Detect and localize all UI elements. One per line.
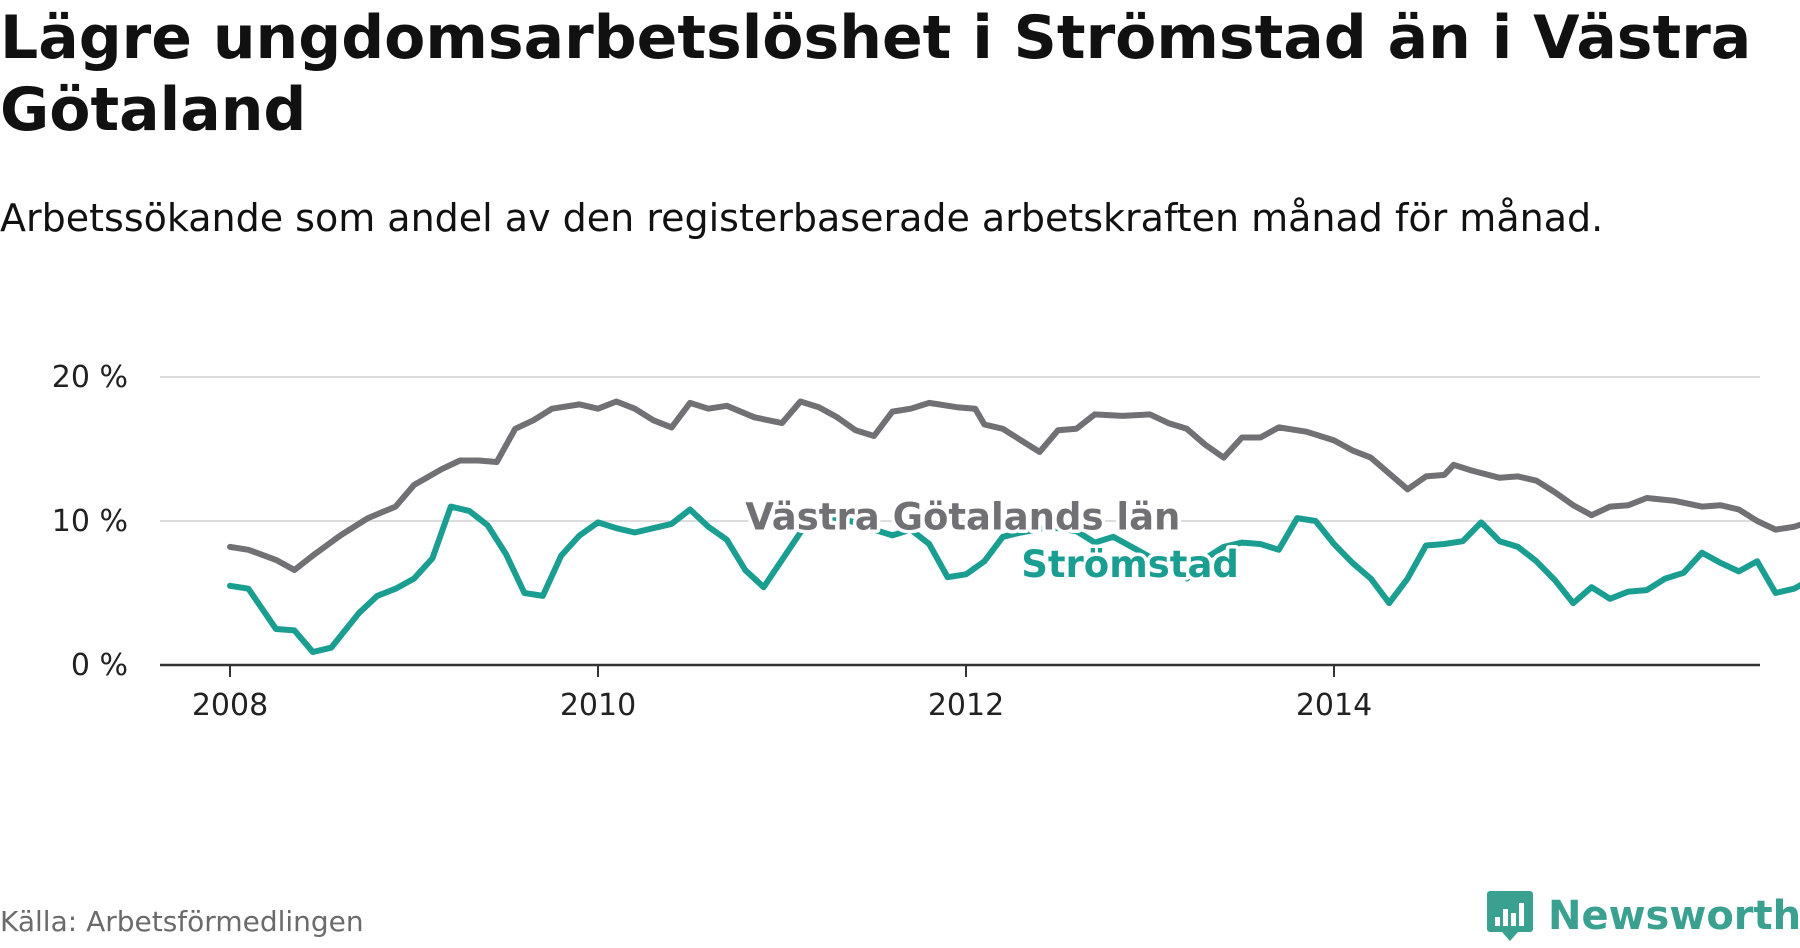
chart-title: Lägre ungdomsarbetslöshet i Strömstad än… [0, 3, 1752, 145]
x-tick-label: 2012 [928, 688, 1004, 723]
series-line-stromstad [227, 503, 1800, 655]
series-label-stromstad: Strömstad [1021, 543, 1239, 586]
y-tick-label: 0 % [71, 648, 128, 683]
line-chart: 0 %10 %20 % 2008201020122014201720192021… [52, 360, 1800, 723]
series-label-vastra-gotaland: Västra Götalands län [745, 496, 1180, 539]
series-labels: Västra Götalands länStrömstad6,8 %5,7 % [742, 492, 1243, 590]
x-axis: 20082010201220142017201920212023 [160, 663, 1760, 723]
newsworthy-logo-icon [1487, 891, 1533, 941]
gridlines [160, 376, 1760, 522]
source-note: Källa: Arbetsförmedlingen [0, 905, 364, 938]
y-tick-label: 10 % [52, 504, 128, 539]
x-tick-label: 2014 [1296, 688, 1372, 723]
y-tick-label: 20 % [52, 360, 128, 395]
x-tick-label: 2008 [192, 688, 268, 723]
newsworthy-logo-text: Newsworthy [1548, 893, 1800, 939]
series-lines [227, 398, 1800, 655]
y-axis: 0 % 10 % 20 % [52, 360, 128, 683]
chart-subtitle: Arbetssökande som andel av den registerb… [0, 196, 1604, 240]
newsworthy-logo[interactable]: Newsworthy [1486, 888, 1800, 944]
x-tick-label: 2010 [560, 688, 636, 723]
series-line-vastra-gotaland [227, 398, 1800, 573]
